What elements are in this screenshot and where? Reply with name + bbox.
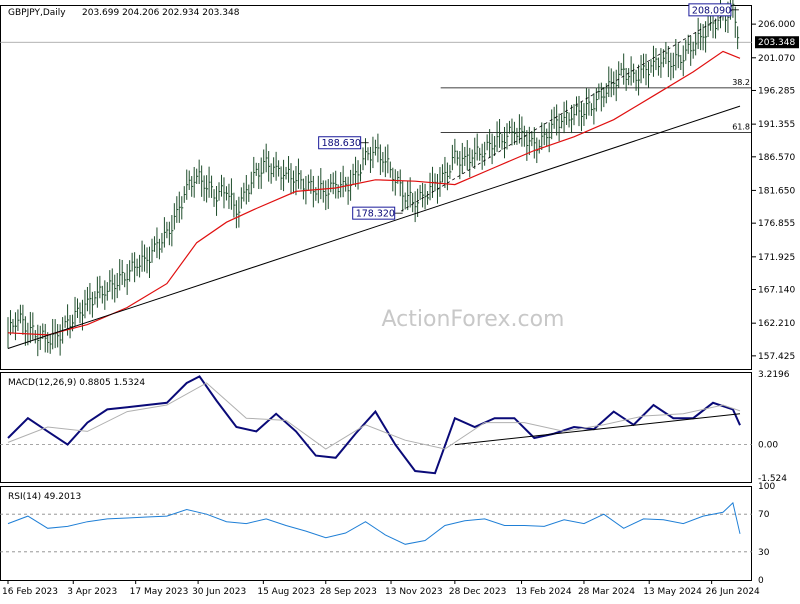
panel-frames xyxy=(0,5,752,581)
price-tick-label: 206.000 xyxy=(758,20,795,30)
x-tick-label: 28 Dec 2023 xyxy=(449,587,507,597)
price-tick-label: 171.925 xyxy=(758,253,795,263)
price-tick-label: 196.285 xyxy=(758,86,795,96)
rsi-tick-label: 100 xyxy=(758,482,775,492)
x-tick-label: 13 Feb 2024 xyxy=(516,587,572,597)
rsi-tick-label: 70 xyxy=(758,510,770,520)
macd-tick-label: -1.524 xyxy=(758,474,787,484)
price-dashed-channel xyxy=(400,9,734,212)
axes-layer: 206.000 201.070 196.285 191.355 186.570 181.6… xyxy=(2,20,799,597)
price-tick-label: 167.140 xyxy=(758,286,795,296)
watermark: ActionForex.com xyxy=(382,307,565,332)
x-tick-label: 28 Sep 2023 xyxy=(320,587,377,597)
current-price-tag xyxy=(755,36,799,49)
x-tick-label: 15 Aug 2023 xyxy=(257,587,315,597)
panel-frame-price xyxy=(0,5,752,370)
macd-main-line xyxy=(7,375,741,475)
macd-indicator-label: MACD(12,26,9) 0.8805 1.5324 xyxy=(8,378,145,388)
price-trendline xyxy=(7,105,741,349)
rsi-line xyxy=(7,501,741,545)
instrument-label: GBPJPY,Daily xyxy=(8,8,66,18)
fib-level-label: 38.2 xyxy=(732,78,750,87)
macd-signal-line xyxy=(7,382,741,450)
price-bars xyxy=(7,0,740,357)
x-tick-label: 17 May 2023 xyxy=(130,587,189,597)
rsi-tick-label: 30 xyxy=(758,548,770,558)
price-tick-label: 176.855 xyxy=(758,219,795,229)
annotation-label: 188.630 xyxy=(322,138,361,149)
price-tick-label: 157.425 xyxy=(758,352,795,362)
x-tick-label: 30 Jun 2023 xyxy=(192,587,246,597)
annotation-box xyxy=(352,206,396,220)
ohlc-readout: 203.699 204.206 202.934 203.348 xyxy=(82,8,240,18)
watermark-layer: ActionForex.com xyxy=(382,307,565,332)
annotation-label: 178.320 xyxy=(356,209,395,220)
x-tick-label: 3 Apr 2023 xyxy=(67,587,117,597)
fib-level-label: 61.8 xyxy=(732,123,750,132)
macd-tick-label: 3.2196 xyxy=(758,370,790,380)
price-tick-label: 186.570 xyxy=(758,153,795,163)
price-tick-label: 191.355 xyxy=(758,120,795,130)
moving-average-line xyxy=(7,50,741,336)
series-layer xyxy=(7,0,741,545)
macd-trendline xyxy=(454,413,741,446)
annotation-box xyxy=(318,136,362,150)
rsi-indicator-label: RSI(14) 49.2013 xyxy=(8,492,81,502)
x-tick-label: 13 Nov 2023 xyxy=(385,587,443,597)
annotation-label: 208.090 xyxy=(692,5,731,16)
x-tick-label: 26 Jun 2024 xyxy=(706,587,760,597)
panel-frame-rsi xyxy=(0,486,752,581)
macd-tick-label: 0.00 xyxy=(758,441,778,451)
annotation-box xyxy=(688,3,732,17)
panel-frame-macd xyxy=(0,372,752,483)
rsi-tick-label: 0 xyxy=(758,576,764,586)
price-tick-label: 162.210 xyxy=(758,319,795,329)
x-tick-label: 28 Mar 2024 xyxy=(578,587,635,597)
x-tick-label: 13 May 2024 xyxy=(643,587,702,597)
price-tick-label: 201.070 xyxy=(758,54,795,64)
price-tick-label: 181.650 xyxy=(758,186,795,196)
x-tick-label: 16 Feb 2023 xyxy=(2,587,58,597)
text-layer: GBPJPY,Daily 203.699 204.206 202.934 203… xyxy=(8,3,739,502)
current-price-label: 203.348 xyxy=(758,38,795,48)
